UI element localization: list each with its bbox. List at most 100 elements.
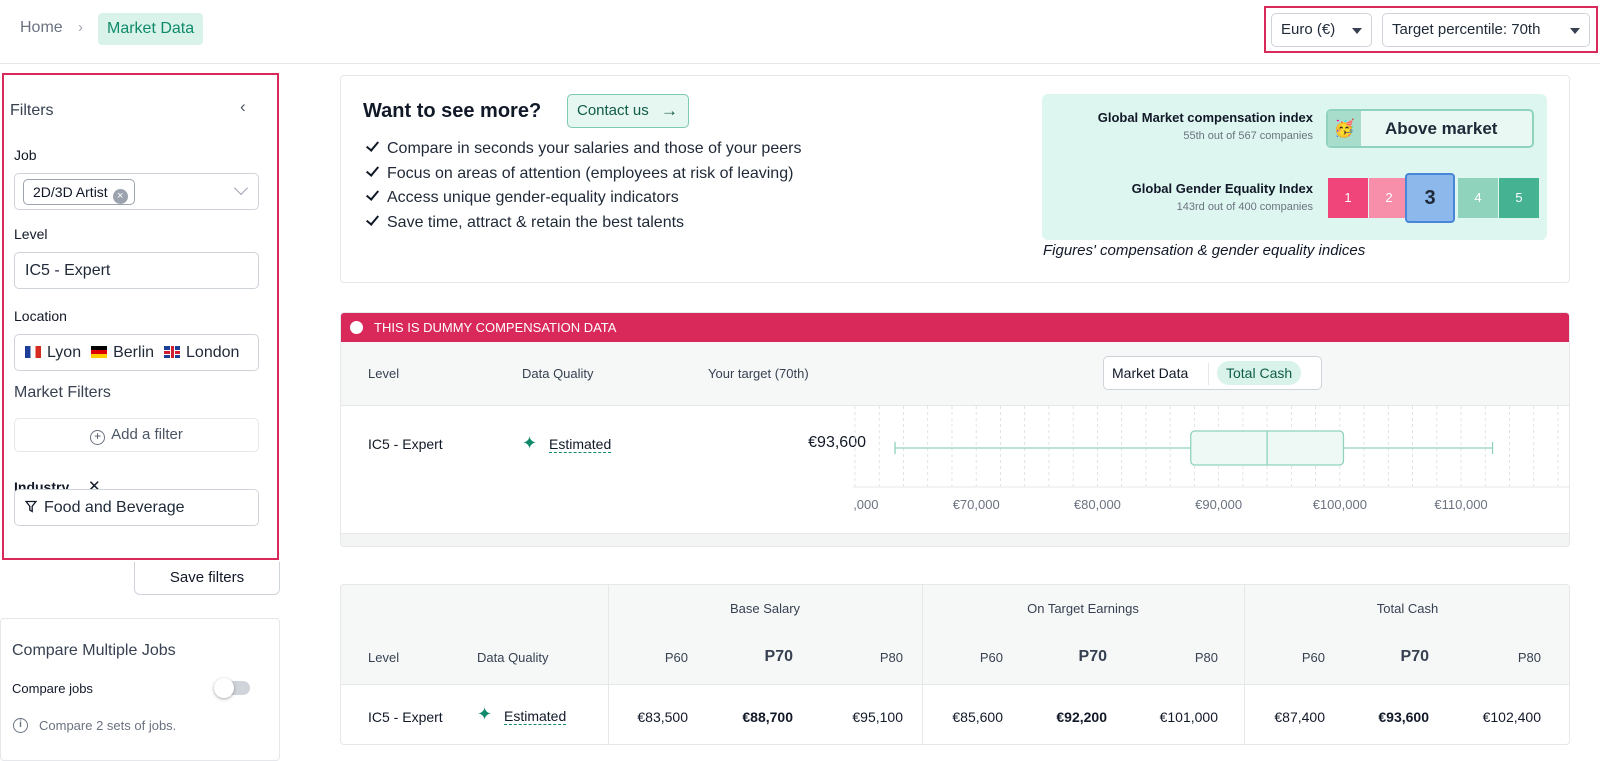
dot-icon	[350, 321, 363, 334]
compare-toggle-label: Compare jobs	[12, 681, 93, 696]
total-p80-header: P80	[1517, 650, 1541, 665]
collapse-chevron-icon[interactable]: ‹	[240, 97, 246, 116]
contact-us-button[interactable]: Contact us →	[567, 94, 689, 128]
benefit-item: Access unique gender-equality indicators	[365, 187, 801, 213]
ote-p60-header: P60	[979, 650, 1003, 665]
base-p70-header: P70	[764, 648, 793, 665]
dummy-data-banner: THIS IS DUMMY COMPENSATION DATA	[341, 313, 1569, 342]
caret-down-icon	[1352, 28, 1362, 34]
level-value: IC5 - Expert	[25, 262, 111, 279]
add-filter-button[interactable]: + Add a filter	[14, 418, 259, 452]
compare-hint: Compare 2 sets of jobs.	[39, 718, 177, 733]
level-select[interactable]: IC5 - Expert	[14, 252, 259, 289]
currency-select[interactable]: Euro (€)	[1271, 13, 1372, 47]
contact-us-label: Contact us	[577, 102, 649, 119]
boxplot-chart: €60,000 €70,000 €80,000 €90,000 €100,000 €110…	[853, 406, 1569, 546]
location-lyon: Lyon	[25, 344, 81, 361]
dummy-banner-text: THIS IS DUMMY COMPENSATION DATA	[374, 320, 617, 335]
indices-panel: Global Market compensation index 55th ou…	[1042, 94, 1547, 240]
industry-select[interactable]: Food and Beverage	[14, 489, 259, 526]
top-bar: Home › Market Data Euro (€) Target perce…	[0, 0, 1600, 64]
add-filter-label: Add a filter	[111, 426, 183, 443]
table-row-quality[interactable]: Estimated	[504, 708, 567, 725]
breadcrumb-current[interactable]: Market Data	[98, 13, 204, 45]
breadcrumb-home[interactable]: Home	[20, 19, 63, 36]
column-divider	[608, 585, 609, 744]
base-p60-value: €83,500	[637, 709, 688, 725]
location-berlin: Berlin	[91, 344, 154, 361]
top-controls: Euro (€) Target percentile: 70th	[1264, 6, 1598, 53]
market-index-badge: 🥳 Above market	[1326, 109, 1534, 148]
location-select[interactable]: Lyon Berlin London	[14, 334, 259, 371]
table-level-header: Level	[368, 650, 400, 665]
gender-scale-step-3: 3	[1405, 173, 1455, 223]
benefit-item: Compare in seconds your salaries and tho…	[365, 138, 801, 164]
boxplot-header: Level Data Quality Your target (70th) Ma…	[341, 342, 1569, 406]
filters-title: Filters	[10, 102, 54, 119]
boxplot-svg: €60,000 €70,000 €80,000 €90,000 €100,000 €110…	[853, 406, 1569, 512]
check-icon	[365, 162, 380, 177]
gender-scale-step-4: 4	[1458, 178, 1498, 218]
percentiles-table: Base Salary On Target Earnings Total Cas…	[340, 584, 1570, 745]
gender-scale-step-2: 2	[1369, 178, 1409, 218]
base-p70-value: €88,700	[742, 709, 793, 725]
gender-scale-step-5: 5	[1499, 178, 1539, 218]
base-p80-value: €95,100	[852, 709, 903, 725]
total-p80-value: €102,400	[1482, 709, 1541, 725]
indices-caption: Figures' compensation & gender equality …	[1043, 242, 1366, 259]
location-label: Location	[14, 308, 67, 324]
percentile-select[interactable]: Target percentile: 70th	[1382, 13, 1590, 47]
ote-p80-header: P80	[1194, 650, 1218, 665]
sparkle-icon: ✦	[477, 704, 493, 724]
location-london: London	[164, 344, 239, 361]
breadcrumb-separator: ›	[78, 19, 83, 36]
check-icon	[365, 211, 380, 226]
info-icon: i	[13, 718, 28, 733]
table-header	[341, 585, 1569, 685]
column-divider	[1244, 585, 1245, 744]
base-p60-header: P60	[664, 650, 688, 665]
market-data-option[interactable]: Market Data	[1112, 365, 1189, 381]
market-index-label: Global Market compensation index	[1097, 110, 1313, 125]
axis-tick-label: €70,000	[953, 497, 1000, 512]
total-cash-option[interactable]: Total Cash	[1217, 361, 1302, 385]
check-icon	[365, 187, 380, 201]
benefit-item: Save time, attract & retain the best tal…	[365, 211, 801, 238]
ote-p80-value: €101,000	[1159, 709, 1218, 725]
check-icon	[365, 138, 380, 152]
flag-uk-icon	[164, 346, 181, 358]
promo-card: Want to see more? Contact us → Compare i…	[340, 75, 1570, 283]
gender-scale-step-1: 1	[1328, 178, 1368, 218]
arrow-right-icon: →	[661, 101, 678, 120]
boxplot-footer	[341, 533, 1569, 546]
market-index-rank: 55th out of 567 companies	[1183, 130, 1313, 142]
base-p80-header: P80	[879, 650, 903, 665]
level-header: Level	[368, 366, 400, 381]
promo-title: Want to see more?	[363, 100, 542, 122]
compensation-boxplot-card: THIS IS DUMMY COMPENSATION DATA Level Da…	[340, 312, 1570, 547]
plus-circle-icon: +	[90, 430, 106, 445]
axis-tick-label: €110,000	[1434, 497, 1487, 512]
gender-index-label: Global Gender Equality Index	[1131, 181, 1313, 196]
compare-jobs-card: Compare Multiple Jobs Compare jobs i Com…	[0, 618, 280, 761]
compare-jobs-toggle[interactable]	[214, 678, 250, 698]
flag-germany-icon	[91, 346, 108, 358]
ote-p70-header: P70	[1078, 648, 1107, 665]
percentile-value: Target percentile: 70th	[1392, 21, 1541, 38]
party-face-icon: 🥳	[1328, 111, 1361, 146]
level-label: Level	[14, 226, 48, 242]
data-quality-estimated[interactable]: Estimated	[549, 436, 612, 453]
view-toggle: Market Data Total Cash	[1103, 356, 1322, 390]
table-quality-header: Data Quality	[477, 650, 549, 665]
job-select[interactable]: 2D/3D Artist ×	[14, 173, 259, 210]
chip-remove-icon[interactable]: ×	[112, 189, 128, 204]
gender-index-rank: 143rd out of 400 companies	[1176, 201, 1313, 213]
compare-title: Compare Multiple Jobs	[12, 642, 176, 659]
column-divider	[922, 585, 923, 744]
save-filters-button[interactable]: Save filters	[134, 562, 280, 595]
market-index-value: Above market	[1385, 119, 1498, 138]
target-value: €93,600	[808, 434, 866, 451]
axis-tick-label: €90,000	[1195, 497, 1242, 512]
total-p60-value: €87,400	[1274, 709, 1325, 725]
chevron-down-icon	[233, 180, 249, 196]
